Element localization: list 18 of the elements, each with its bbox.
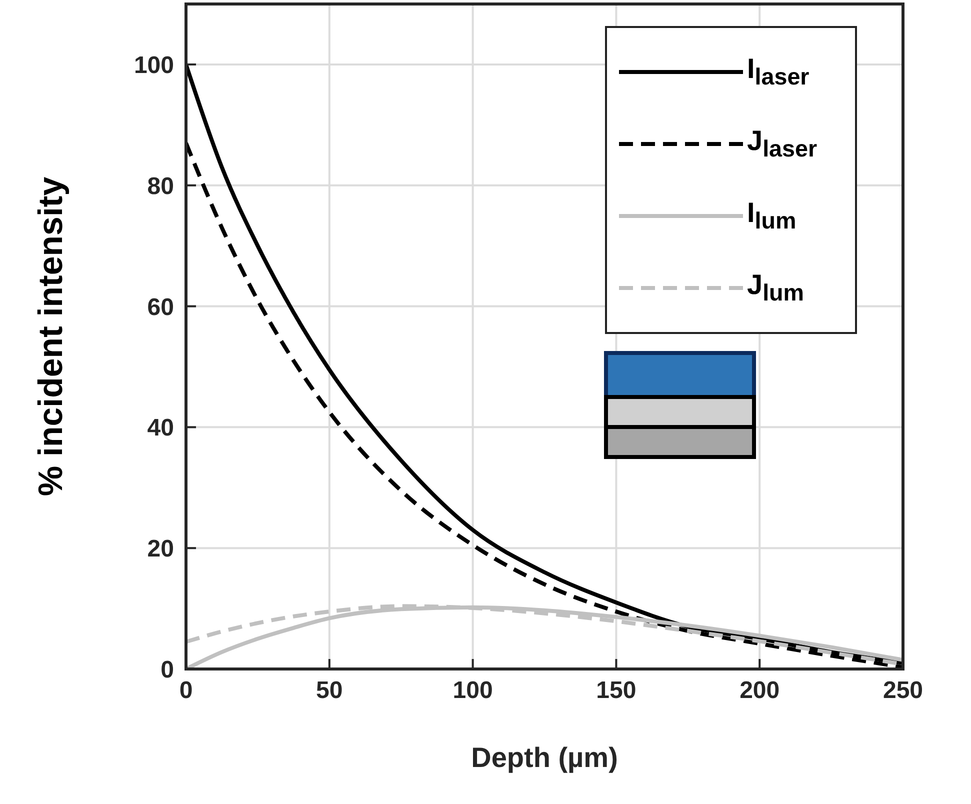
x-axis-title: Depth (µm) [471, 742, 618, 773]
y-tick-label: 60 [147, 294, 174, 321]
y-tick-label: 20 [147, 536, 174, 563]
y-tick-label: 100 [134, 52, 174, 79]
y-tick-label: 0 [160, 656, 174, 684]
x-tick-label: 200 [740, 677, 780, 704]
legend-label: I$_{laser}$ [747, 53, 810, 91]
legend-label: J$_{laser}$ [747, 125, 818, 163]
x-tick-label: 150 [596, 677, 636, 704]
y-tick-label: 40 [147, 414, 174, 442]
x-tick-label: 250 [882, 677, 924, 704]
x-tick-label: 50 [316, 677, 343, 704]
x-tick-label: 100 [452, 677, 493, 704]
x-tick-label: 0 [179, 677, 193, 704]
legend-label: I$_{lum}$ [747, 197, 796, 235]
legend-label: J$_{lum}$ [747, 269, 804, 307]
y-axis-title: % incident intensity [32, 176, 70, 496]
y-tick-label: 80 [147, 172, 174, 200]
